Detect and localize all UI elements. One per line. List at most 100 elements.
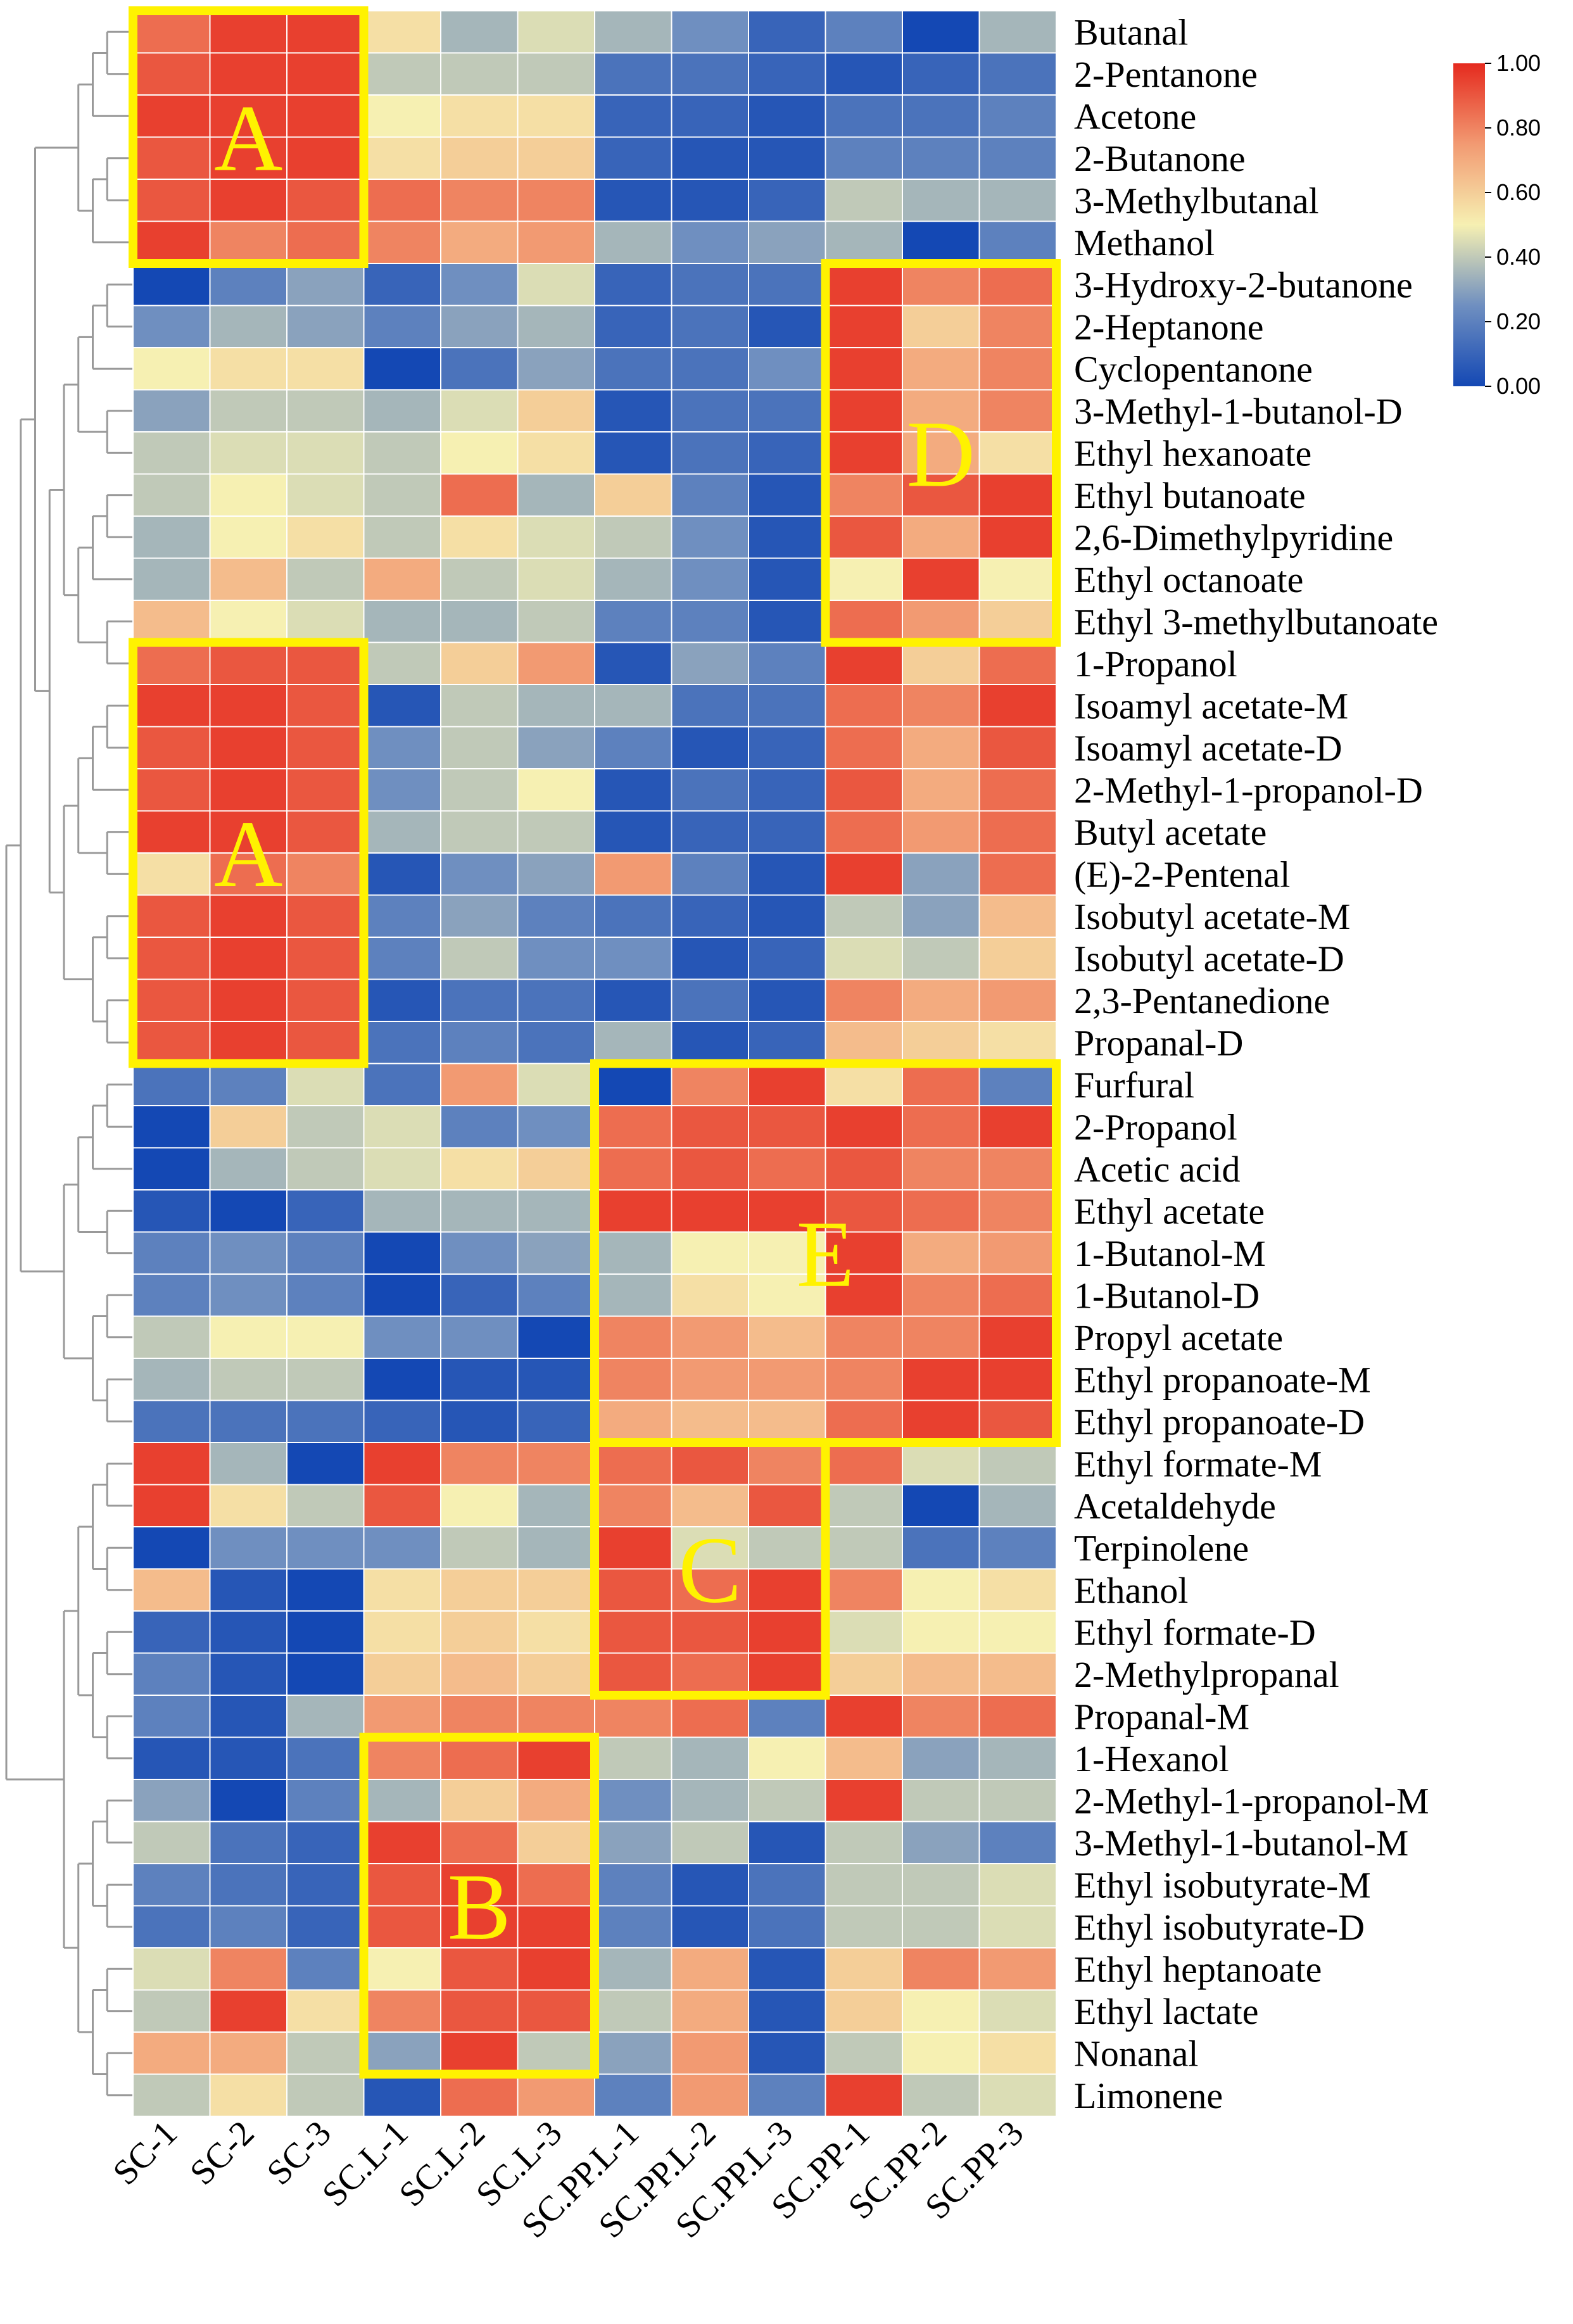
heatmap-cell — [594, 10, 673, 54]
heatmap-cell — [978, 1695, 1057, 1738]
heatmap-cell — [440, 810, 519, 854]
heatmap-cell — [824, 1399, 903, 1443]
heatmap-cell — [902, 1947, 980, 1991]
heatmap-cell — [132, 1989, 211, 2033]
heatmap-cell — [978, 1863, 1057, 1907]
cluster-box — [129, 6, 369, 268]
heatmap-cell — [594, 684, 673, 728]
heatmap-cell — [132, 263, 211, 306]
row-label: Acetaldehyde — [1074, 1486, 1276, 1527]
row-label: 2-Pentanone — [1074, 54, 1258, 95]
heatmap-cell — [209, 1189, 287, 1233]
heatmap-cell — [363, 1021, 441, 1064]
heatmap-cell — [594, 557, 673, 601]
heatmap-cell — [824, 431, 903, 475]
heatmap-cell — [748, 1315, 826, 1359]
heatmap-cell — [517, 1189, 595, 1233]
heatmap-cell — [363, 1484, 441, 1527]
heatmap-cell — [132, 1905, 211, 1948]
heatmap-cell — [671, 94, 749, 138]
heatmap-cell — [209, 1315, 287, 1359]
heatmap-cell — [594, 515, 673, 559]
heatmap-cell — [902, 431, 980, 475]
heatmap-cell — [286, 1442, 365, 1486]
heatmap-cell — [902, 1231, 980, 1275]
row-label: Butyl acetate — [1074, 812, 1267, 853]
heatmap-cell — [902, 473, 980, 517]
heatmap-cell — [824, 600, 903, 643]
heatmap-cell — [209, 1947, 287, 1991]
heatmap-cell — [671, 684, 749, 728]
heatmap-cell — [132, 94, 211, 138]
heatmap-cell — [902, 1863, 980, 1907]
row-label: Nonanal — [1074, 2033, 1199, 2074]
heatmap-cell — [671, 2031, 749, 2075]
heatmap-cell — [132, 347, 211, 391]
heatmap-cell — [824, 94, 903, 138]
heatmap-cell — [671, 1652, 749, 1696]
heatmap-cell — [671, 473, 749, 517]
row-label: Ethyl isobutyrate-D — [1074, 1907, 1365, 1948]
heatmap-cell — [517, 179, 595, 222]
row-label: Limonene — [1074, 2075, 1223, 2116]
heatmap-cell — [517, 768, 595, 812]
row-label: Ethyl isobutyrate-M — [1074, 1864, 1371, 1905]
heatmap-cell — [363, 978, 441, 1022]
heatmap-cell — [978, 2073, 1057, 2117]
heatmap-cell — [132, 810, 211, 854]
heatmap-cell — [978, 810, 1057, 854]
heatmap-cell — [363, 94, 441, 138]
heatmap-cell — [209, 1147, 287, 1190]
heatmap-cell — [748, 305, 826, 348]
heatmap-cell — [286, 1695, 365, 1738]
heatmap-cell — [978, 1273, 1057, 1317]
heatmap-cell — [209, 220, 287, 264]
heatmap-cell — [978, 1442, 1057, 1486]
heatmap-cell — [517, 684, 595, 728]
heatmap-cell — [440, 1273, 519, 1317]
row-label: 1-Butanol-D — [1074, 1275, 1260, 1316]
heatmap-cell — [440, 1905, 519, 1948]
row-label: (E)-2-Pentenal — [1074, 854, 1290, 895]
heatmap-cell — [824, 1568, 903, 1612]
heatmap-cell — [517, 1568, 595, 1612]
heatmap-cell — [594, 600, 673, 643]
row-label: Ethyl propanoate-D — [1074, 1401, 1365, 1443]
heatmap-cell — [902, 810, 980, 854]
cluster-box-label: E — [797, 1202, 855, 1307]
heatmap-cell — [363, 1779, 441, 1822]
heatmap-cell — [902, 1736, 980, 1780]
heatmap-cell — [748, 1147, 826, 1190]
heatmap-cell — [517, 1610, 595, 1654]
heatmap-cell — [440, 1568, 519, 1612]
heatmap-cell — [594, 1231, 673, 1275]
heatmap-cell — [824, 473, 903, 517]
heatmap-cell — [517, 515, 595, 559]
heatmap-cell — [286, 220, 365, 264]
heatmap-cell — [978, 1358, 1057, 1401]
heatmap-cell — [209, 1989, 287, 2033]
heatmap-cell — [517, 1863, 595, 1907]
heatmap-cell — [363, 1105, 441, 1149]
heatmap-cell — [824, 810, 903, 854]
heatmap-cell — [440, 1779, 519, 1822]
heatmap-cell — [286, 978, 365, 1022]
heatmap-cell — [132, 1526, 211, 1570]
heatmap-cell — [440, 52, 519, 96]
heatmap-cell — [132, 1947, 211, 1991]
row-label: 3-Methylbutanal — [1074, 180, 1319, 221]
heatmap-cell — [902, 1484, 980, 1527]
heatmap-cell — [209, 263, 287, 306]
heatmap-cell — [440, 641, 519, 685]
heatmap-cell — [517, 1905, 595, 1948]
heatmap-cell — [902, 726, 980, 769]
row-label: 2-Butanone — [1074, 138, 1246, 179]
heatmap-cell — [978, 1905, 1057, 1948]
heatmap-cell — [902, 1610, 980, 1654]
heatmap-cell — [363, 641, 441, 685]
heatmap-cell — [363, 768, 441, 812]
heatmap-cell — [517, 1484, 595, 1527]
heatmap-cell — [824, 1610, 903, 1654]
row-label: 2-Methyl-1-propanol-D — [1074, 769, 1423, 811]
heatmap-cell — [824, 1947, 903, 1991]
